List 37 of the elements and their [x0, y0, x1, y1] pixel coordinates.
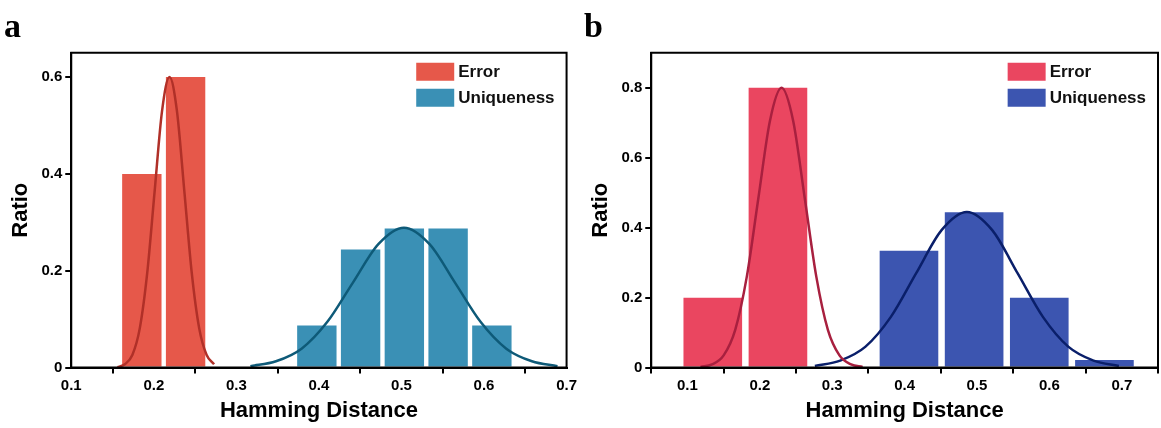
x-tick-label: 0.6 [473, 375, 495, 393]
y-axis-title: Ratio [7, 182, 33, 238]
y-tick-label: 0 [633, 357, 643, 375]
x-tick-label: 0.1 [677, 375, 698, 393]
y-tick-label: 0.4 [621, 217, 643, 235]
y-tick-label: 0.8 [621, 77, 643, 95]
x-axis-title: Hamming Distance [805, 396, 1004, 422]
line-series [813, 210, 1121, 368]
legend-label: Error [1049, 62, 1092, 82]
x-axis-title: Hamming Distance [219, 396, 418, 422]
x-tick-label: 0.2 [143, 375, 165, 393]
x-tick-label: 0.5 [966, 375, 988, 393]
x-tick-label: 0.7 [556, 375, 577, 393]
line-series [116, 75, 216, 368]
legend-label: Uniqueness [1049, 88, 1146, 108]
x-tick-label: 0.6 [1038, 375, 1060, 393]
x-tick-label: 0.5 [391, 375, 412, 393]
legend-label: Error [458, 62, 501, 82]
x-tick-label: 0.2 [749, 375, 771, 393]
legend-label: Uniqueness [458, 88, 555, 108]
x-tick-label: 0.4 [308, 375, 330, 393]
line-series [249, 226, 559, 368]
y-tick-label: 0.6 [621, 147, 643, 165]
line-series [699, 86, 864, 368]
chart-title: b [584, 7, 603, 45]
y-axis-title: Ratio [587, 182, 613, 238]
x-tick-label: 0.7 [1111, 375, 1133, 393]
x-tick-label: 0.4 [894, 375, 916, 393]
x-tick-label: 0.1 [60, 375, 82, 393]
y-tick-label: 0 [53, 357, 63, 375]
chart-title: a [4, 7, 21, 45]
y-tick-label: 0.2 [621, 287, 643, 305]
y-tick-label: 0.2 [41, 260, 63, 278]
x-tick-label: 0.3 [225, 375, 247, 393]
x-tick-label: 0.3 [821, 375, 843, 393]
y-tick-label: 0.6 [41, 67, 63, 85]
y-tick-label: 0.4 [41, 164, 63, 182]
